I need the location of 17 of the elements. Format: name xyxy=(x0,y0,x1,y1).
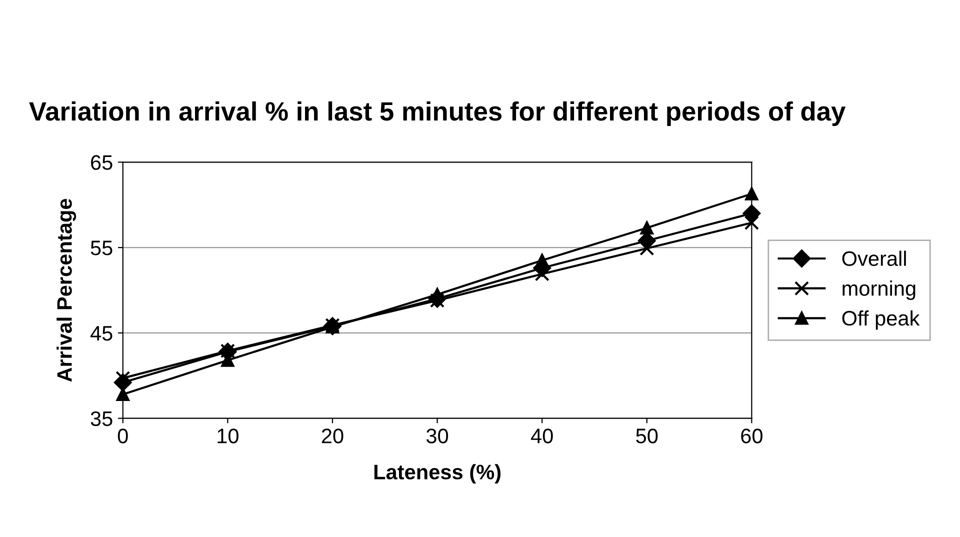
x-tick-label: 60 xyxy=(741,428,762,444)
x-axis-title: Lateness (%) xyxy=(374,464,501,484)
y-axis-title: Arrival Percentage xyxy=(56,198,76,382)
x-tick-label: 40 xyxy=(530,428,553,444)
x-tick-label: 20 xyxy=(322,428,344,444)
chart-title: Variation in arrival % in last 5 minutes for different periods of day xyxy=(29,101,846,126)
x-tick-label: 10 xyxy=(218,428,238,444)
y-tick-label: 55 xyxy=(90,240,112,256)
legend-label: Off peak xyxy=(842,310,920,330)
y-tick-label: 35 xyxy=(90,411,112,426)
legend-label: morning xyxy=(842,280,916,300)
x-tick-label: 50 xyxy=(636,428,658,444)
y-tick-label: 45 xyxy=(90,326,112,341)
legend-label: Overall xyxy=(842,250,906,266)
x-tick-label: 30 xyxy=(426,428,448,444)
x-tick-label: 0 xyxy=(118,428,128,444)
y-tick-label: 65 xyxy=(91,155,112,170)
